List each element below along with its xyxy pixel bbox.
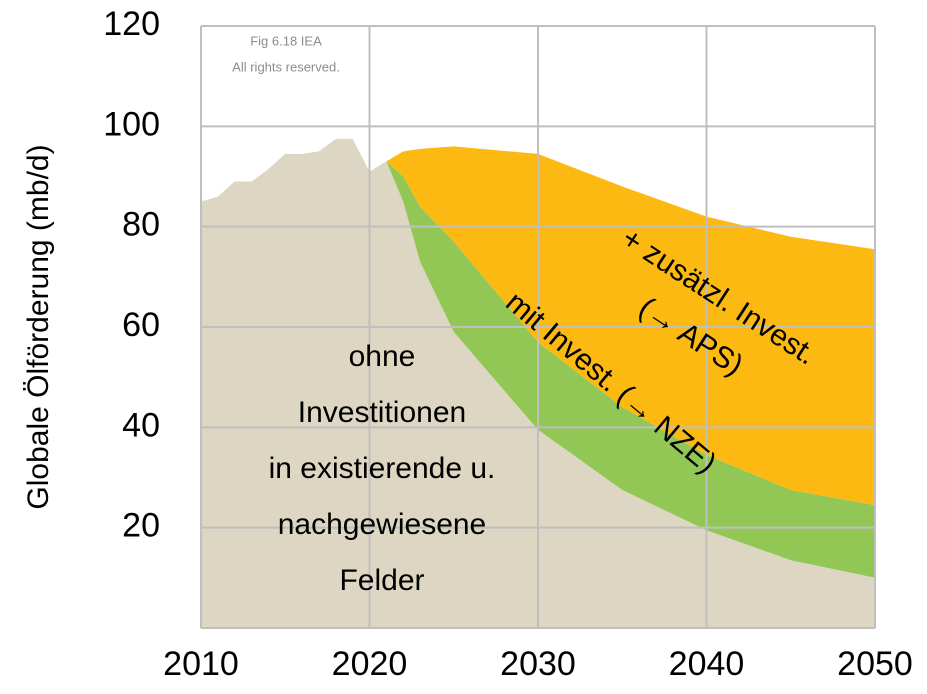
annotation: Felder [339,564,424,597]
y-tick-label: 80 [122,206,160,244]
source-note: All rights reserved. [232,59,340,74]
x-tick-label: 2050 [837,645,913,683]
x-tick-label: 2030 [500,645,576,683]
area [386,161,875,578]
x-tick-label: 2010 [163,645,239,683]
y-tick-label: 120 [103,5,160,43]
annotation: ohne [349,340,416,373]
y-tick-label: 60 [122,306,160,344]
y-tick-label: 100 [103,105,160,143]
annotation: in existierende u. [269,452,496,485]
y-tick-label: 40 [122,406,160,444]
y-tick-label: 20 [122,507,160,545]
annotation: nachgewiesene [278,508,487,541]
y-axis-label: Globale Ölförderung (mb/d) [22,144,55,509]
source-note: Fig 6.18 IEA [250,33,322,48]
x-tick-label: 2020 [332,645,408,683]
annotation: Investitionen [298,396,466,429]
area [386,146,875,506]
x-tick-label: 2040 [669,645,745,683]
